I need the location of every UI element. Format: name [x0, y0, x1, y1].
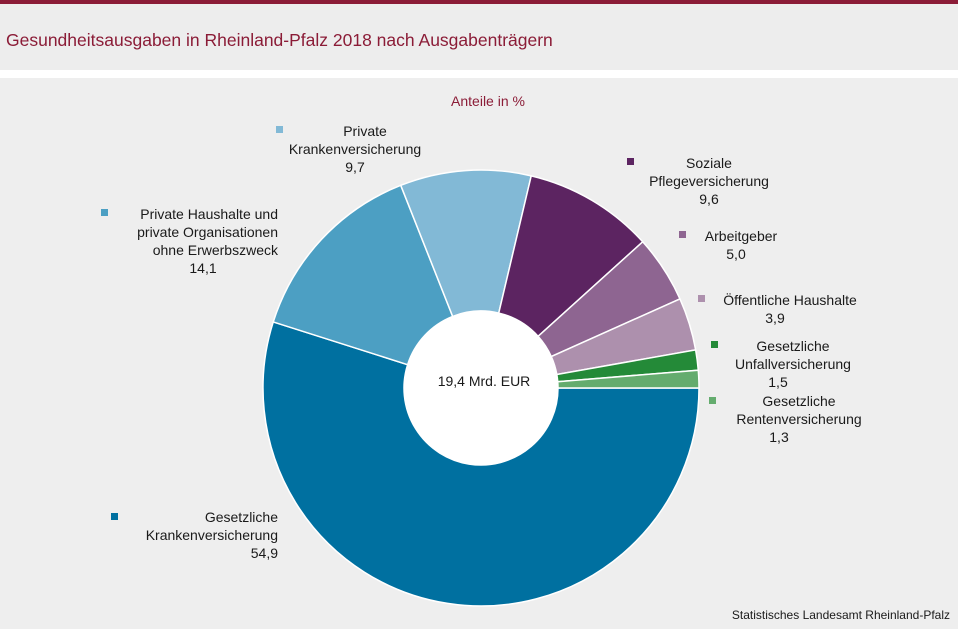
- label-name-line: Öffentliche Haushalte: [723, 292, 857, 308]
- label-value: 54,9: [250, 545, 278, 561]
- label-name-line: Private Haushalte und: [140, 206, 278, 222]
- donut-hole: [404, 311, 558, 465]
- label-soziale-pflegeversicherung: Soziale Pflegeversicherung 9,6: [634, 154, 784, 208]
- label-private-haushalte: Private Haushalte und private Organisati…: [108, 205, 278, 277]
- label-name-line: Gesetzliche: [204, 509, 278, 525]
- label-name-line: Krankenversicherung: [145, 527, 278, 543]
- label-name-line: Pflegeversicherung: [649, 173, 769, 189]
- label-private-krankenversicherung: Private Krankenversicherung 9,7: [270, 122, 440, 176]
- top-accent-bar: [0, 0, 958, 4]
- label-name-line: Soziale: [686, 155, 732, 171]
- label-value: 9,7: [345, 159, 365, 175]
- label-value: 14,1: [189, 260, 217, 276]
- chart-subtitle: Anteile in %: [451, 93, 525, 109]
- label-name-line: Rentenversicherung: [736, 411, 862, 427]
- legend-marker-oeffentliche-haushalte: [698, 295, 705, 302]
- center-total-label: 19,4 Mrd. EUR: [437, 373, 531, 389]
- label-name-line: Gesetzliche: [756, 338, 830, 354]
- label-rentenversicherung: Gesetzliche Rentenversicherung 1,3: [718, 392, 880, 446]
- label-name-line: Unfallversicherung: [735, 356, 851, 372]
- legend-marker-rentenversicherung: [709, 397, 716, 404]
- legend-marker-private-haushalte: [101, 209, 108, 216]
- label-value: 3,9: [765, 310, 785, 326]
- legend-marker-soziale-pflegeversicherung: [627, 158, 634, 165]
- label-gesetzliche-krankenversicherung: Gesetzliche Krankenversicherung 54,9: [118, 508, 278, 562]
- legend-marker-gesetzliche-krankenversicherung: [111, 513, 118, 520]
- label-value: 9,6: [699, 191, 719, 207]
- label-unfallversicherung: Gesetzliche Unfallversicherung 1,5: [718, 337, 868, 391]
- header: Gesundheitsausgaben in Rheinland-Pfalz 2…: [0, 4, 958, 70]
- label-arbeitgeber: Arbeitgeber 5,0: [686, 227, 796, 263]
- label-value: 1,5: [768, 374, 788, 390]
- label-oeffentliche-haushalte: Öffentliche Haushalte 3,9: [710, 291, 870, 327]
- label-value: 1,3: [769, 429, 789, 445]
- chart-title: Gesundheitsausgaben in Rheinland-Pfalz 2…: [6, 30, 553, 50]
- label-name-line: Private: [343, 123, 387, 139]
- legend-marker-arbeitgeber: [679, 231, 686, 238]
- legend-marker-private-krankenversicherung: [276, 126, 283, 133]
- label-name-line: Gesetzliche: [762, 393, 836, 409]
- label-name-line: Arbeitgeber: [704, 228, 778, 244]
- label-name-line: private Organisationen: [137, 224, 278, 240]
- label-value: 5,0: [726, 246, 746, 262]
- label-name-line: ohne Erwerbszweck: [152, 242, 278, 258]
- label-name-line: Krankenversicherung: [288, 141, 422, 157]
- legend-marker-unfallversicherung: [711, 341, 718, 348]
- source-note: Statistisches Landesamt Rheinland-Pfalz: [731, 608, 950, 622]
